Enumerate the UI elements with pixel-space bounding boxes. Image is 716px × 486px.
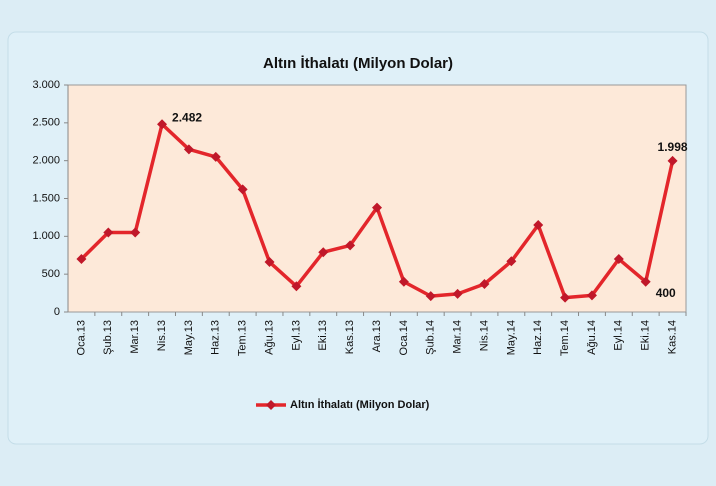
- legend-marker: [266, 400, 276, 410]
- x-tick-label: Mar.13: [129, 320, 141, 354]
- x-tick-label: Eki.13: [317, 320, 329, 351]
- marker: [264, 257, 275, 268]
- x-tick-label: Tem.14: [559, 320, 571, 356]
- plot-area: [67, 84, 687, 313]
- x-tick-label: Kas.14: [666, 320, 678, 354]
- marker: [560, 292, 571, 303]
- x-tick-label: Ara.13: [371, 320, 383, 352]
- x-tick-label: Eyl.13: [290, 320, 302, 351]
- marker: [372, 202, 382, 213]
- x-tick-label: Eki.14: [640, 320, 652, 351]
- data-label: 1.998: [658, 140, 688, 154]
- y-tick-label: 1.000: [32, 230, 60, 242]
- marker: [157, 119, 168, 130]
- marker: [103, 227, 114, 238]
- data-label: 2.482: [172, 110, 202, 124]
- marker: [130, 227, 141, 238]
- marker: [452, 288, 463, 299]
- marker: [586, 290, 597, 301]
- x-tick-label: Haz.14: [532, 320, 544, 355]
- y-tick-label: 2.000: [32, 155, 60, 167]
- y-tick-label: 0: [54, 306, 60, 318]
- marker: [667, 155, 678, 166]
- y-tick-label: 1.500: [32, 192, 60, 204]
- marker: [613, 254, 624, 265]
- x-tick-label: Haz.13: [210, 320, 222, 355]
- x-tick-label: Ağu.14: [586, 320, 598, 355]
- marker: [318, 247, 329, 258]
- marker: [183, 144, 194, 155]
- x-tick-label: May.13: [183, 320, 195, 355]
- marker: [76, 254, 87, 265]
- x-tick-label: Nis.14: [478, 320, 490, 351]
- marker: [398, 276, 409, 287]
- marker: [479, 279, 490, 290]
- x-tick-label: Eyl.14: [613, 320, 625, 351]
- marker: [210, 151, 221, 162]
- x-tick-label: Tem.13: [237, 320, 249, 356]
- x-tick-label: Nis.13: [156, 320, 168, 351]
- x-tick-label: Oca.13: [75, 320, 87, 355]
- data-label: 400: [656, 286, 676, 300]
- legend-label: Altın İthalatı (Milyon Dolar): [290, 398, 430, 411]
- y-tick-label: 3.000: [32, 79, 60, 91]
- marker: [291, 281, 302, 292]
- y-tick-label: 2.500: [32, 117, 60, 129]
- x-tick-label: Ağu.13: [263, 320, 275, 355]
- x-tick-label: Kas.13: [344, 320, 356, 354]
- marker: [425, 291, 436, 302]
- y-tick-label: 500: [42, 268, 60, 280]
- x-tick-label: Şub.13: [102, 320, 114, 355]
- marker: [237, 184, 248, 195]
- chart-title: Altın İthalatı (Milyon Dolar): [263, 55, 453, 72]
- marker: [640, 276, 651, 287]
- marker: [533, 219, 544, 230]
- x-tick-label: Mar.14: [452, 320, 464, 354]
- x-tick-label: Oca.14: [398, 320, 410, 355]
- x-tick-label: Şub.14: [425, 320, 437, 355]
- x-tick-label: May.14: [505, 320, 517, 355]
- marker: [506, 256, 517, 267]
- marker: [345, 240, 356, 251]
